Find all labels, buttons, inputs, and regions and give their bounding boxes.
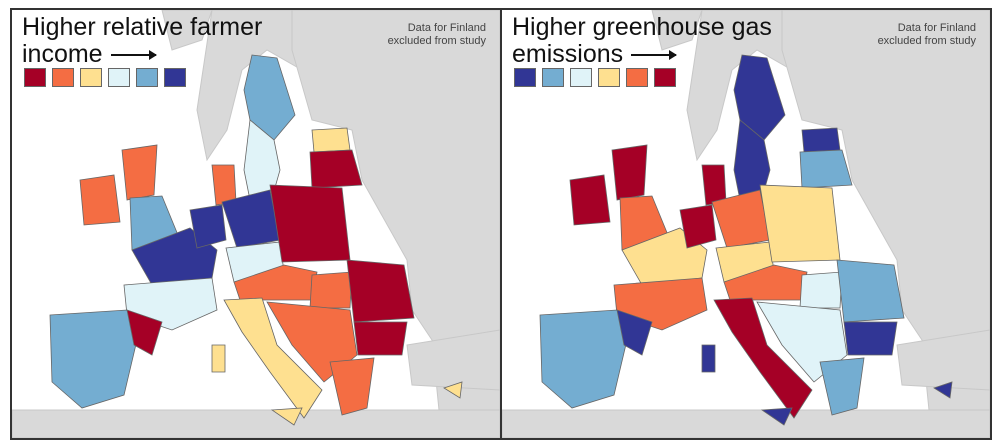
region-bulgaria bbox=[353, 321, 408, 356]
region-hungary bbox=[309, 271, 353, 309]
legend-swatch bbox=[164, 68, 186, 87]
legend-swatch bbox=[52, 68, 74, 87]
background-land bbox=[12, 409, 500, 438]
region-romania bbox=[346, 259, 415, 323]
region-baltics bbox=[799, 149, 853, 189]
map-canvas bbox=[12, 10, 500, 438]
region-iberia bbox=[49, 309, 138, 409]
region-greece bbox=[819, 357, 865, 416]
region-iberia bbox=[539, 309, 628, 409]
region-benelux bbox=[679, 204, 717, 249]
color-legend bbox=[514, 68, 676, 87]
background-land bbox=[161, 10, 213, 51]
region-poland bbox=[269, 184, 351, 263]
region-sardinia bbox=[701, 344, 716, 373]
title-line-2: income bbox=[22, 40, 103, 68]
region-italy bbox=[223, 297, 323, 419]
background-land bbox=[651, 10, 703, 51]
map-canvas bbox=[502, 10, 990, 438]
region-bulgaria bbox=[843, 321, 898, 356]
finland-note: Data for Finland excluded from study bbox=[388, 22, 486, 48]
region-italy bbox=[713, 297, 813, 419]
background-land bbox=[291, 10, 500, 438]
region-benelux bbox=[189, 204, 227, 249]
legend-swatch bbox=[80, 68, 102, 87]
legend-swatch bbox=[108, 68, 130, 87]
background-land bbox=[896, 329, 990, 391]
region-ireland bbox=[79, 174, 121, 226]
region-iberia-ne bbox=[126, 309, 163, 356]
title-line-1: Higher relative farmer bbox=[22, 13, 263, 41]
legend-swatch bbox=[626, 68, 648, 87]
legend-swatch bbox=[24, 68, 46, 87]
arrow-right-icon bbox=[631, 50, 678, 61]
region-sardinia bbox=[211, 344, 226, 373]
background-land bbox=[781, 10, 990, 438]
region-cyprus bbox=[933, 381, 953, 399]
title-line-1: Higher greenhouse gas bbox=[512, 13, 772, 41]
legend-swatch bbox=[570, 68, 592, 87]
region-ireland bbox=[569, 174, 611, 226]
region-estonia bbox=[311, 127, 351, 153]
region-cyprus bbox=[443, 381, 463, 399]
region-romania bbox=[836, 259, 905, 323]
background-land bbox=[406, 329, 500, 391]
region-hungary bbox=[799, 271, 843, 309]
farmer-income-map: Higher relative farmer income Data for F… bbox=[10, 8, 502, 440]
region-greece bbox=[329, 357, 375, 416]
finland-note: Data for Finland excluded from study bbox=[878, 22, 976, 48]
legend-swatch bbox=[136, 68, 158, 87]
legend-swatch bbox=[598, 68, 620, 87]
region-estonia bbox=[801, 127, 841, 153]
arrow-right-icon bbox=[110, 50, 157, 61]
map-title: Higher greenhouse gas emissions bbox=[512, 14, 772, 68]
region-sicily bbox=[270, 407, 303, 426]
region-baltics bbox=[309, 149, 363, 189]
region-iberia-ne bbox=[616, 309, 653, 356]
region-poland bbox=[759, 184, 841, 263]
map-title: Higher relative farmer income bbox=[22, 14, 262, 68]
legend-swatch bbox=[542, 68, 564, 87]
emissions-map: Higher greenhouse gas emissions Data for… bbox=[500, 8, 992, 440]
background-land bbox=[502, 409, 990, 438]
note-line-2: excluded from study bbox=[877, 35, 976, 47]
legend-swatch bbox=[514, 68, 536, 87]
region-sicily bbox=[760, 407, 793, 426]
color-legend bbox=[24, 68, 186, 87]
region-scotland bbox=[611, 144, 648, 201]
note-line-1: Data for Finland bbox=[407, 22, 486, 34]
title-line-2: emissions bbox=[512, 40, 624, 68]
note-line-1: Data for Finland bbox=[897, 22, 976, 34]
legend-swatch bbox=[654, 68, 676, 87]
note-line-2: excluded from study bbox=[387, 35, 486, 47]
region-scotland bbox=[121, 144, 158, 201]
